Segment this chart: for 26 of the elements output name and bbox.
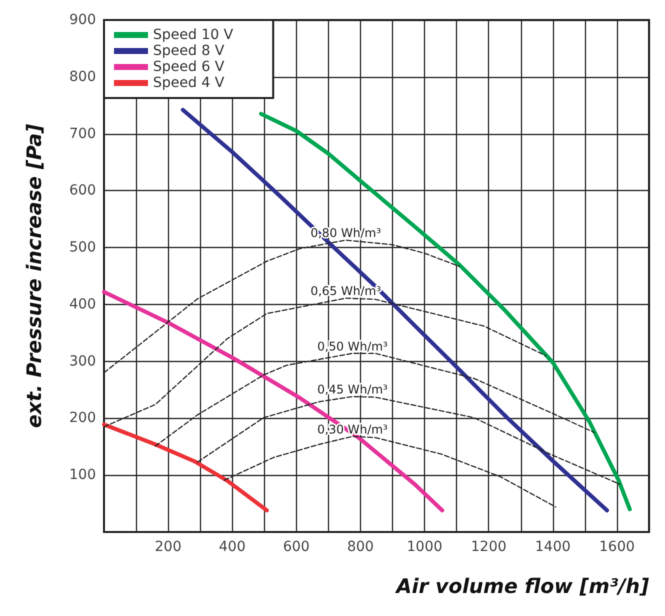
y-tick-label: 200 <box>69 410 96 426</box>
x-tick-label: 1400 <box>535 539 571 555</box>
x-tick-label: 600 <box>282 539 310 555</box>
y-tick-label: 400 <box>69 296 96 312</box>
y-tick-label: 500 <box>69 240 96 256</box>
line-series <box>102 422 269 512</box>
x-axis-title: Air volume flow [m³/h] <box>394 574 649 598</box>
legend-label: Speed 4 V <box>153 75 225 91</box>
y-tick-label: 600 <box>69 182 96 199</box>
line-series <box>259 112 632 512</box>
line-series <box>180 108 610 512</box>
y-tick-label: 800 <box>69 68 96 85</box>
x-tick-label: 200 <box>154 539 182 555</box>
legend-label: Speed 6 V <box>153 59 225 75</box>
x-tick-label: 800 <box>347 539 374 555</box>
y-tick-label: 100 <box>69 467 96 484</box>
y-tick-label: 900 <box>69 12 96 28</box>
y-axis-title: ext. Pressure increase [Pa] <box>22 124 46 428</box>
x-tick-label: 1600 <box>599 539 635 555</box>
x-tick-label: 1000 <box>406 539 442 555</box>
x-tick-label: 1200 <box>470 539 507 555</box>
y-tick-label: 700 <box>69 126 96 142</box>
x-tick-label: 400 <box>218 539 246 555</box>
legend-label: Speed 8 V <box>153 43 225 59</box>
legend-label: Speed 10 V <box>153 27 234 43</box>
y-tick-label: 300 <box>69 353 96 370</box>
